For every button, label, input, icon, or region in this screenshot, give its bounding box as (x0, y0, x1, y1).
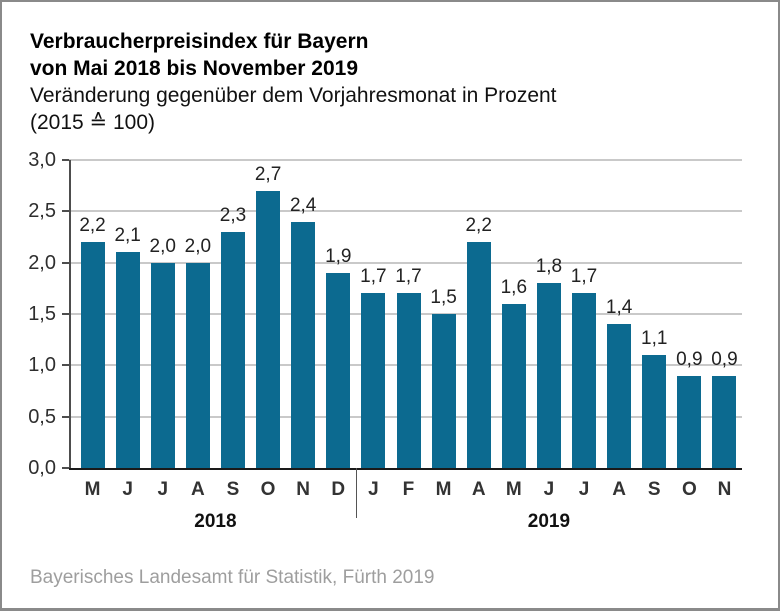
month-label: O (260, 479, 276, 500)
bar-value-label: 1,6 (500, 276, 528, 298)
gridline (69, 261, 742, 264)
y-axis-label: 1,5 (28, 303, 56, 325)
bar (607, 324, 632, 468)
bar (80, 242, 105, 468)
bar (396, 293, 421, 468)
gridline (69, 159, 742, 161)
bar (150, 262, 175, 468)
bar-chart: 0,0 0,5 1,0 1,5 2,0 2,5 3,0 2,2 M 2,1 J 2,0 J 2,0 A 2,3… (2, 148, 778, 548)
bar-value-label: 2,0 (184, 235, 212, 257)
month-label: M (435, 479, 452, 500)
month-label: S (647, 479, 661, 500)
bar-value-label: 2,2 (465, 215, 492, 237)
source-note: Bayerisches Landesamt für Statistik, Für… (30, 567, 435, 588)
bar-value-label: 1,7 (360, 266, 387, 288)
bar (361, 293, 386, 468)
y-axis-label: 3,0 (28, 149, 56, 171)
bar (185, 262, 210, 468)
bar (115, 252, 140, 468)
bar-value-label: 1,7 (570, 266, 598, 288)
month-label: J (122, 479, 133, 500)
bar (291, 221, 316, 468)
bar (572, 293, 597, 468)
y-axis-label: 1,0 (28, 354, 56, 377)
bar (501, 303, 526, 468)
bar-value-label: 2,3 (219, 204, 247, 226)
bar-value-label: 1,5 (430, 287, 457, 308)
bar-value-label: 1,4 (605, 297, 633, 319)
month-label: N (296, 479, 311, 500)
month-label: A (190, 479, 205, 500)
month-label: F (402, 479, 415, 500)
bar (220, 231, 245, 468)
bar-value-label: 2,1 (114, 225, 141, 247)
bar (677, 375, 702, 468)
y-axis-label: 2,0 (28, 251, 56, 274)
bar-value-label: 1,7 (395, 266, 422, 288)
bar-value-label: 1,8 (535, 256, 563, 278)
bar-value-label: 2,7 (254, 163, 282, 185)
chart-header: Verbraucherpreisindex für Bayern von Mai… (30, 28, 557, 136)
y-axis-tick (62, 467, 69, 469)
y-axis-tick (62, 159, 69, 161)
bar-value-label: 2,4 (289, 194, 317, 216)
month-label: O (681, 479, 697, 500)
x-axis-line (69, 468, 742, 470)
bar (431, 314, 456, 468)
y-axis-tick (62, 415, 69, 418)
bar (536, 283, 561, 468)
bar-value-label: 2,0 (149, 235, 176, 257)
y-axis-label: 0,0 (28, 457, 56, 479)
month-label: M (84, 479, 101, 500)
month-label: J (578, 479, 590, 500)
bar (712, 375, 737, 468)
month-label: J (157, 479, 169, 500)
bar-value-label: 1,9 (325, 245, 352, 267)
y-axis-label: 0,5 (28, 405, 56, 428)
month-label: A (612, 479, 626, 500)
month-label: D (331, 479, 346, 500)
y-axis-tick (62, 364, 69, 367)
year-divider-line (355, 468, 357, 518)
bar-value-label: 1,1 (641, 328, 668, 350)
bar (326, 272, 351, 468)
title-line-2: von Mai 2018 bis November 2019 (30, 57, 358, 80)
subtitle-line-1: Veränderung gegenüber dem Vorjahresmonat… (30, 84, 557, 107)
month-label: J (543, 479, 555, 500)
month-label: N (717, 479, 732, 500)
subtitle-line-2: (2015 ≙ 100) (30, 111, 156, 134)
month-label: J (368, 479, 379, 500)
bar-value-label: 0,9 (711, 348, 738, 370)
month-label: M (505, 479, 522, 500)
title-line-1: Verbraucherpreisindex für Bayern (30, 30, 369, 53)
year-label: 2019 (527, 511, 571, 532)
bar (466, 242, 491, 468)
y-axis-label: 2,5 (28, 200, 56, 223)
gridline (69, 210, 742, 213)
y-axis-tick (62, 313, 69, 315)
bar-value-label: 2,2 (79, 215, 106, 237)
year-label: 2018 (194, 511, 237, 532)
month-label: A (471, 479, 486, 500)
bar-value-label: 0,9 (676, 348, 703, 370)
bar (642, 355, 667, 468)
bar (256, 190, 281, 468)
y-axis-line (69, 160, 71, 468)
y-axis-tick (62, 210, 69, 213)
month-label: S (226, 479, 240, 500)
y-axis-tick (62, 261, 69, 264)
